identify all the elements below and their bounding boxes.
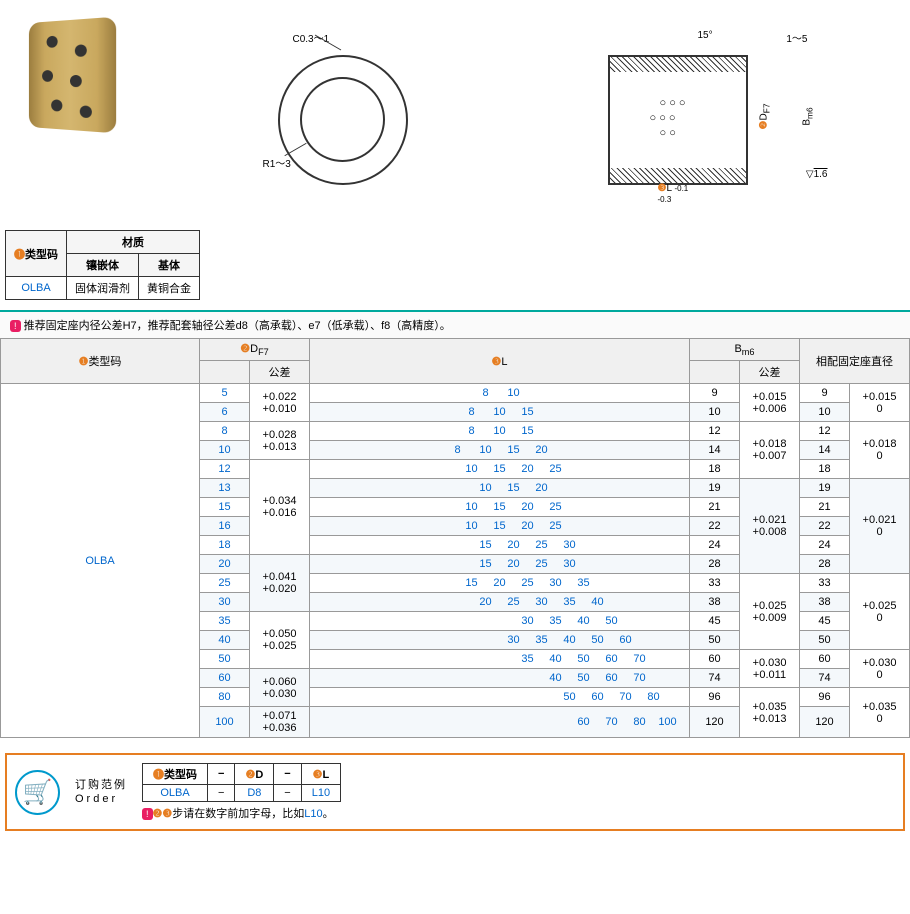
recommendation-note: ! 推荐固定座内径公差H7，推荐配套轴径公差d8（高承载）、e7（低承载）、f8… [0,310,910,338]
material-table: ❶类型码材质 镶嵌体基体 OLBA固体润滑剂黄铜合金 [5,230,200,300]
order-example: 🛒 订购范例 Order ❶类型码−❷D−❸L OLBA−D8−L10 !❷❸步… [5,753,905,831]
product-image [29,17,116,134]
cart-icon: 🛒 [15,770,60,815]
side-view-diagram: 15° 1～5 ○ ○ ○ ○ ○ ○ ○ ○ ❷DF7 Bm6 ❸L -0.1… [578,30,828,210]
front-view-diagram: C0.3～1 R1～3 [263,30,423,190]
radius-label: R1～3 [263,155,291,170]
chamfer-label: C0.3～1 [293,30,330,45]
spec-table: ❶类型码 ❷DF7 ❸L Bm6 相配固定座直径 公差 公差 OLBA5+0.0… [0,338,910,738]
